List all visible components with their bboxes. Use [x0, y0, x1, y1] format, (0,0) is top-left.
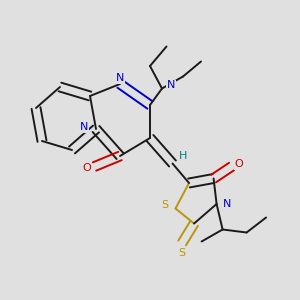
Text: N: N [116, 73, 124, 83]
Text: H: H [179, 151, 187, 161]
Text: N: N [167, 80, 175, 91]
Text: O: O [235, 159, 244, 169]
Text: S: S [178, 248, 186, 258]
Text: S: S [161, 200, 168, 211]
Text: N: N [80, 122, 88, 133]
Text: N: N [223, 199, 231, 209]
Text: O: O [82, 163, 91, 173]
